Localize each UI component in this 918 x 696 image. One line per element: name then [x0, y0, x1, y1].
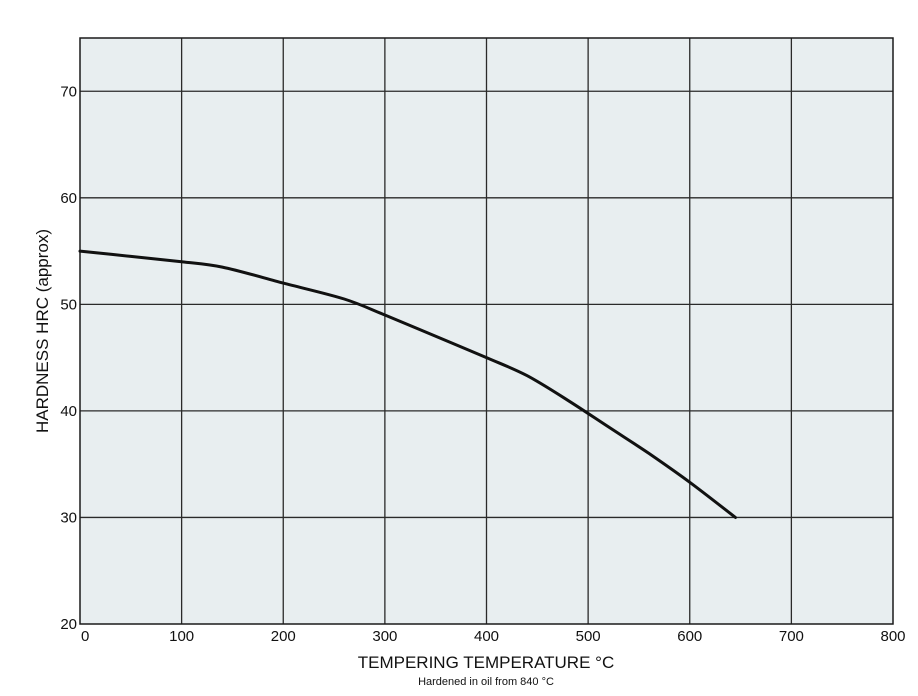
- x-tick-label: 0: [81, 628, 89, 645]
- x-tick-label: 800: [880, 628, 905, 645]
- x-tick-label: 700: [779, 628, 804, 645]
- plot-frame: [79, 37, 894, 625]
- y-tick-label: 30: [60, 509, 77, 526]
- x-tick-label: 200: [271, 628, 296, 645]
- y-axis-title: HARDNESS HRC (approx): [33, 229, 52, 433]
- hardness-curve: [78, 249, 737, 519]
- x-axis-title: TEMPERING TEMPERATURE °C: [358, 653, 614, 672]
- y-tick-label: 60: [60, 190, 77, 207]
- x-tick-label: 100: [169, 628, 194, 645]
- x-tick-labels: 0 100 200 300 400 500 600 700 800: [81, 628, 906, 645]
- x-tick-label: 400: [474, 628, 499, 645]
- x-tick-label: 300: [372, 628, 397, 645]
- y-tick-labels: 20 30 40 50 60 70: [60, 83, 77, 633]
- y-tick-label: 50: [60, 296, 77, 313]
- grid-lines: [80, 38, 893, 624]
- y-tick-label: 20: [60, 616, 77, 633]
- y-tick-label: 70: [60, 83, 77, 100]
- x-tick-label: 600: [677, 628, 702, 645]
- x-tick-label: 500: [576, 628, 601, 645]
- y-tick-label: 40: [60, 403, 77, 420]
- subtitle-note: Hardened in oil from 840 °C: [418, 676, 554, 688]
